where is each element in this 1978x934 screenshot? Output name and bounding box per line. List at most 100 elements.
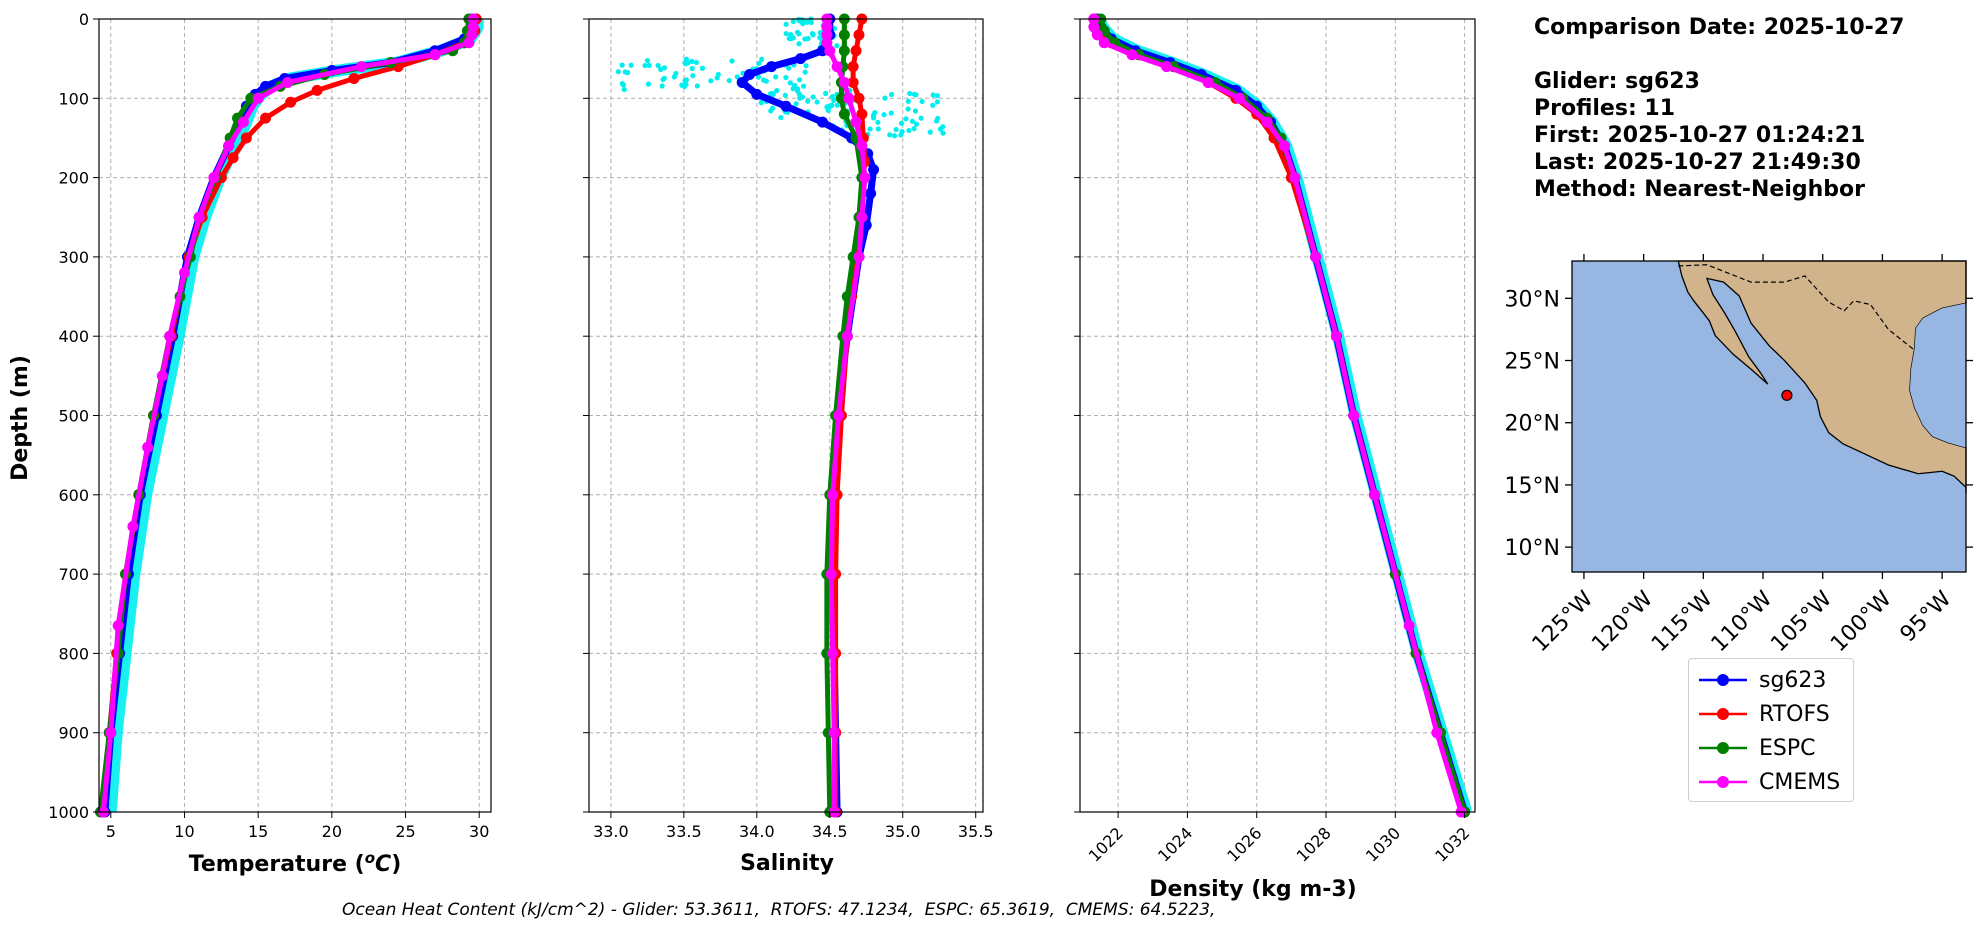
glider-raw-point: [689, 58, 695, 65]
lon-tick-label: 120°W: [1587, 586, 1658, 657]
glider-raw-point: [927, 129, 933, 135]
glider-raw-point: [903, 116, 909, 122]
glider-raw-point: [769, 91, 776, 97]
y-tick-label: 900: [58, 724, 89, 743]
glider-raw-point: [909, 118, 916, 124]
density-panel: 1022 1024 1026 1028 1030 1032: [1074, 13, 1476, 866]
glider-raw-point: [810, 94, 816, 100]
data-point-sg623: [751, 88, 763, 100]
lat-tick-label: 25°N: [1505, 350, 1560, 375]
data-point-cmems: [859, 172, 871, 184]
legend-label-sg623: sg623: [1759, 667, 1827, 693]
glider-raw-point: [761, 77, 767, 83]
x-tick-label: 33.5: [666, 822, 702, 841]
legend-marker-cmems: [1699, 776, 1747, 788]
lon-tick-label: 110°W: [1707, 586, 1778, 657]
last-time: Last: 2025-10-27 21:49:30: [1534, 150, 1861, 175]
data-point-rtofs: [260, 112, 272, 124]
glider-raw-point: [659, 83, 665, 89]
data-point-cmems: [1278, 140, 1290, 152]
data-point-cmems: [164, 330, 176, 342]
data-point-cmems: [833, 410, 845, 421]
glider-raw-point: [887, 132, 893, 138]
glider-raw-point: [786, 35, 792, 42]
glider-raw-point: [689, 65, 695, 72]
data-point-cmems: [252, 92, 264, 104]
y-tick-label: 200: [58, 169, 89, 188]
data-point-cmems: [429, 49, 441, 61]
glider-raw-point: [769, 105, 776, 111]
legend-item-rtofs: RTOFS: [1697, 699, 1830, 729]
x-tick-label: 1030: [1362, 823, 1404, 865]
data-point-cmems: [112, 620, 124, 632]
data-point-cmems: [282, 76, 294, 88]
glider-raw-point: [790, 86, 796, 92]
lon-tick-label: 125°W: [1528, 586, 1599, 657]
data-point-rtofs: [348, 72, 360, 84]
glider-raw-point: [834, 43, 840, 49]
glider-raw-point: [919, 98, 925, 105]
salinity-axis-label: Salinity: [740, 851, 834, 876]
glider-raw-point: [682, 60, 688, 66]
data-point-cmems: [821, 29, 833, 41]
glider-raw-point: [935, 115, 941, 122]
legend-label-rtofs: RTOFS: [1759, 701, 1830, 727]
glider-raw-point: [911, 91, 917, 97]
glider-raw-point: [621, 86, 627, 93]
glider-raw-point: [824, 104, 830, 110]
data-point-sg623: [868, 164, 880, 176]
legend-item-espc: ESPC: [1697, 733, 1816, 763]
lon-tick-label: 105°W: [1766, 586, 1837, 657]
glider-raw-point: [658, 66, 664, 73]
legend-label-espc: ESPC: [1759, 735, 1816, 761]
lon-tick-label: 115°W: [1647, 586, 1718, 657]
data-point-cmems: [1403, 620, 1415, 632]
glider-raw-point: [893, 126, 899, 133]
temperature-axis-label: Temperature (oC): [189, 849, 402, 877]
y-tick-label: 700: [58, 565, 89, 584]
glider-raw-point: [934, 93, 941, 99]
glider-raw-point: [628, 62, 634, 68]
x-tick-label: 1032: [1431, 823, 1473, 865]
data-point-cmems: [193, 211, 205, 223]
data-point-sg623: [736, 76, 748, 88]
glider-raw-point: [891, 133, 898, 139]
salinity-panel: 33.0 33.5 34.0 34.5 35.0 35.5: [583, 13, 994, 841]
glider-raw-point: [756, 60, 762, 67]
glider-raw-point: [800, 83, 807, 89]
data-point-sg623: [795, 53, 807, 65]
glider-raw-point: [796, 41, 802, 47]
glider-raw-point: [708, 78, 714, 84]
data-point-cmems: [1369, 489, 1381, 501]
data-point-sg623: [765, 61, 777, 73]
gulf-of-mexico: [1909, 303, 1966, 448]
x-tick-label: 34.0: [739, 822, 775, 841]
glider-raw-point: [831, 97, 837, 104]
data-point-cmems: [1098, 37, 1110, 49]
glider-raw-point: [759, 56, 765, 62]
glider-raw-point: [729, 58, 735, 64]
glider-raw-point: [912, 108, 919, 114]
legend-marker-espc: [1699, 742, 1747, 754]
glider-raw-point: [773, 74, 779, 80]
legend-marker-sg623: [1699, 674, 1747, 686]
glider-raw-point: [898, 132, 904, 138]
glider-raw-point: [619, 62, 625, 68]
glider-raw-point: [870, 112, 877, 119]
glider-raw-point: [682, 77, 688, 84]
data-point-cmems: [825, 568, 837, 580]
glider-raw-point: [694, 83, 700, 89]
data-point-cmems: [850, 116, 862, 128]
glider-raw-point: [808, 19, 814, 25]
data-point-cmems: [1348, 410, 1360, 421]
glider-raw-point: [867, 126, 873, 132]
data-point-cmems: [1289, 172, 1301, 184]
lon-tick-label: 95°W: [1896, 586, 1957, 647]
data-point-cmems: [827, 647, 839, 659]
border-line: [1678, 264, 1914, 350]
data-point-espc: [838, 45, 850, 57]
data-point-cmems: [355, 61, 367, 73]
data-point-cmems: [237, 116, 249, 128]
data-point-cmems: [856, 140, 868, 152]
glider-raw-point: [782, 92, 788, 98]
